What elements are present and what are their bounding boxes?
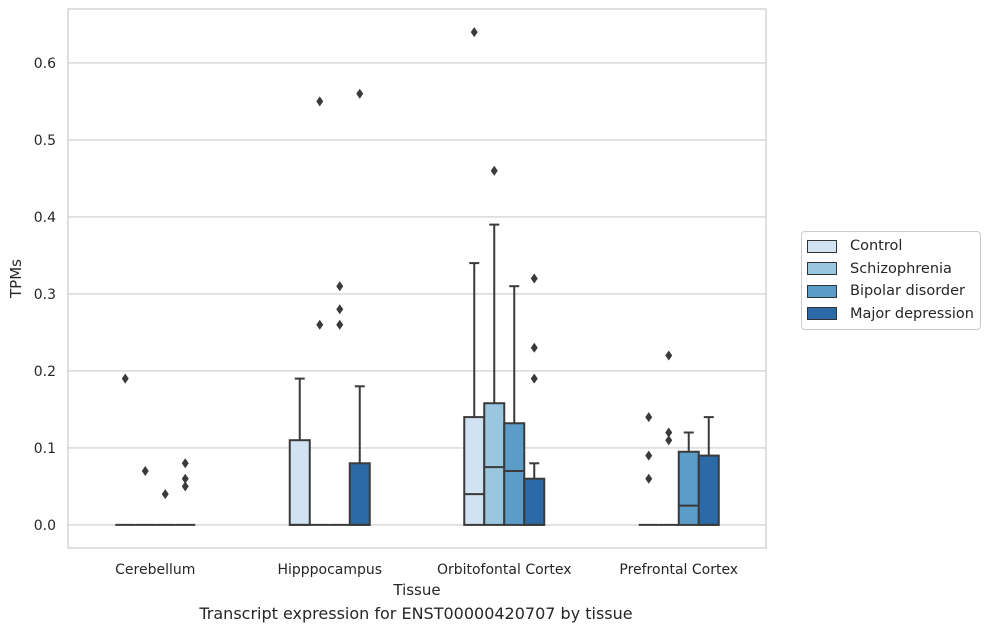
box-group: [638, 412, 659, 526]
outlier-point: [181, 481, 189, 492]
box-group: [697, 416, 720, 526]
y-axis-label: TPMs: [7, 259, 25, 299]
box-group: [348, 88, 371, 526]
box: [697, 454, 720, 526]
y-tick-label: 0.5: [34, 133, 56, 149]
y-tick-label: 0.3: [34, 287, 56, 303]
legend-item: Control: [807, 235, 974, 258]
box: [288, 439, 311, 526]
outlier-point: [645, 412, 653, 423]
legend-item: Major depression: [807, 303, 974, 326]
outlier-point: [316, 96, 324, 107]
legend-swatch: [807, 262, 837, 276]
y-tick-label: 0.4: [34, 210, 56, 226]
box: [677, 450, 700, 526]
legend: Control Schizophrenia Bipolar disorder Majo…: [801, 231, 981, 330]
legend-swatch: [807, 284, 837, 298]
outlier-point: [665, 427, 673, 438]
x-tick-label: Prefrontal Cortex: [619, 562, 738, 578]
legend-label: Bipolar disorder: [850, 283, 965, 300]
outlier-point: [161, 489, 169, 500]
legend-swatch: [807, 307, 837, 321]
box: [483, 402, 506, 526]
y-tick-label: 0.0: [34, 518, 56, 534]
legend-label: Major depression: [850, 305, 974, 322]
y-tick-labels: 0.0 0.1 0.2 0.3 0.4 0.5 0.6: [34, 56, 56, 534]
outlier-point: [530, 373, 538, 384]
plot-frame: [67, 8, 767, 549]
box: [463, 416, 486, 526]
y-tick-label: 0.1: [34, 441, 56, 457]
outlier-point: [530, 273, 538, 284]
box-group: [329, 281, 350, 526]
box-group: [135, 466, 156, 526]
outlier-point: [645, 450, 653, 461]
x-tick-label: Orbitofontal Cortex: [437, 562, 572, 578]
outlier-point: [356, 88, 364, 99]
y-tick-label: 0.6: [34, 56, 56, 72]
outlier-point: [530, 342, 538, 353]
box-group: [175, 458, 196, 526]
box-group: [677, 431, 700, 526]
outlier-point: [336, 304, 344, 315]
legend-label: Schizophrenia: [850, 260, 952, 277]
outlier-point: [181, 458, 189, 469]
box-group: [658, 350, 679, 526]
box-group: [288, 377, 311, 526]
box-group: [155, 489, 176, 526]
legend-swatch: [807, 239, 837, 253]
x-tick-label: Hipppocampus: [277, 562, 382, 578]
box: [348, 462, 371, 526]
x-tick-labels: Cerebellum Hipppocampus Orbitofontal Corte…: [115, 562, 738, 578]
y-tick-label: 0.2: [34, 364, 56, 380]
outlier-point: [470, 27, 478, 38]
outlier-point: [665, 435, 673, 446]
box-group: [463, 27, 486, 526]
outlier-point: [665, 350, 673, 361]
legend-label: Control: [850, 238, 903, 255]
legend-item: Schizophrenia: [807, 258, 974, 281]
boxes: [115, 27, 720, 526]
box-group: [115, 373, 136, 526]
box-group: [503, 285, 526, 526]
box-group: [523, 273, 546, 526]
box: [503, 422, 526, 526]
x-axis-label: Tissue: [392, 581, 440, 599]
outlier-point: [336, 281, 344, 292]
outlier-point: [490, 165, 498, 176]
box: [523, 477, 546, 526]
x-tick-label: Cerebellum: [115, 562, 195, 578]
outlier-point: [141, 466, 149, 476]
grid-lines: [68, 62, 766, 526]
box-group: [483, 165, 506, 526]
outlier-point: [181, 473, 189, 484]
outlier-point: [645, 473, 653, 484]
box-group: [309, 96, 330, 526]
outlier-point: [316, 319, 324, 330]
chart-caption: Transcript expression for ENST0000042070…: [199, 604, 633, 623]
outlier-point: [336, 319, 344, 330]
outlier-point: [121, 373, 129, 384]
legend-item: Bipolar disorder: [807, 280, 974, 303]
